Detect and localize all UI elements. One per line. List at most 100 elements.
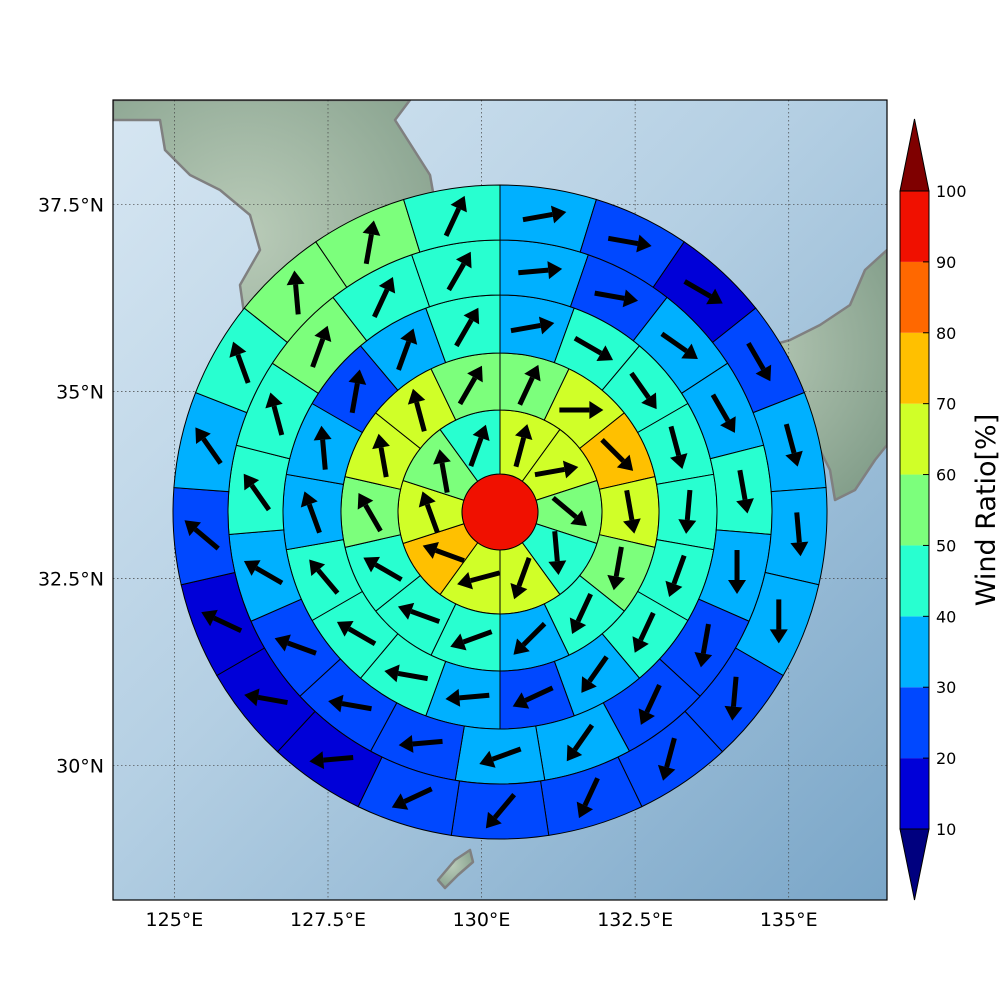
wind-arrow	[783, 423, 803, 467]
wind-arrow	[736, 469, 754, 514]
colorbar-over-extension	[899, 118, 930, 192]
map-panel: 125°E 127.5°E 130°E 132.5°E 135°E 37.5°N 35°N 3…	[38, 99, 888, 931]
wind-arrow	[397, 602, 441, 624]
wind-arrow	[512, 685, 554, 709]
colorbar-segment	[900, 616, 929, 688]
wind-arrows	[184, 195, 809, 829]
colorbar-segment	[900, 332, 929, 404]
wind-arrow	[229, 341, 251, 384]
wind-arrow	[513, 621, 547, 655]
wind-arrow	[534, 460, 579, 479]
wind-arrow	[418, 491, 440, 534]
wind-arrow	[510, 557, 532, 600]
wind-arrow	[313, 425, 332, 470]
colorbar-tick-label: 30	[936, 678, 956, 697]
wind-arrow	[551, 495, 587, 527]
wind-arrow	[479, 746, 522, 768]
colorbar-tick-label: 60	[936, 466, 956, 485]
wind-arrow	[569, 593, 593, 634]
lon-tick-label: 132.5°E	[597, 909, 673, 931]
colorbar-segment	[900, 191, 929, 262]
wind-arrow	[607, 546, 626, 591]
wind-arrow	[457, 365, 483, 406]
wind-arrow	[678, 489, 697, 534]
wind-arrow	[184, 520, 220, 551]
wind-arrow	[576, 777, 600, 819]
wind-arrow	[632, 611, 656, 653]
wind-arrow	[728, 550, 747, 595]
polar-sector-cell	[764, 487, 828, 586]
polar-sector-cell	[227, 444, 291, 536]
wind-arrow	[657, 737, 677, 781]
wind-arrow	[638, 683, 662, 725]
lon-tick-label: 130°E	[453, 909, 511, 931]
wind-arrow	[274, 634, 317, 656]
wind-arrow	[372, 277, 396, 318]
colorbar-tick-label: 40	[936, 607, 956, 626]
polar-grid	[172, 184, 828, 840]
wind-arrow	[594, 289, 639, 308]
wind-arrow	[623, 489, 641, 534]
wind-arrow	[710, 393, 736, 433]
colorbar-under-extension	[899, 828, 930, 901]
wind-arrow	[443, 195, 467, 237]
wind-arrow	[391, 786, 433, 810]
wind-arrow	[522, 205, 567, 224]
wind-arrow	[407, 388, 427, 432]
wind-arrow	[396, 328, 418, 371]
wind-arrow	[244, 688, 288, 707]
colorbar-tick-label: 70	[936, 395, 956, 414]
wind-arrow	[286, 270, 305, 315]
colorbar-label: Wind Ratio[%]	[971, 414, 1000, 606]
lat-tick-label: 35°N	[56, 382, 104, 404]
wind-arrow	[724, 676, 743, 721]
wind-arrow	[384, 664, 429, 683]
wind-arrow	[607, 234, 652, 253]
wind-arrow	[548, 531, 567, 576]
wind-arrow	[454, 307, 480, 348]
wind-arrow	[243, 473, 272, 512]
ryukyu-island-land	[436, 848, 475, 890]
wind-arrow	[665, 554, 687, 597]
wind-arrow	[201, 609, 243, 633]
wind-arrow	[243, 560, 284, 586]
lat-tick-label: 30°N	[56, 755, 104, 777]
colorbar-tick-label: 100	[936, 182, 967, 201]
wind-arrow	[746, 341, 772, 382]
lon-tick-label: 135°E	[760, 909, 818, 931]
wind-arrow	[433, 449, 451, 493]
wind-arrow	[445, 688, 490, 707]
colorbar-segment	[900, 758, 929, 829]
wind-arrow	[336, 621, 377, 647]
colorbar-segment	[900, 687, 929, 759]
wind-arrow	[518, 261, 563, 280]
wind-arrow	[468, 424, 490, 467]
wind-arrow	[309, 559, 340, 595]
wind-arrow	[310, 325, 332, 368]
wind-arrow	[457, 570, 501, 590]
wind-arrow	[328, 694, 372, 713]
wind-arrow	[265, 392, 285, 436]
axis-ticks: 125°E 127.5°E 130°E 132.5°E 135°E 37.5°N 35°N 3…	[38, 195, 818, 931]
wind-arrow	[769, 599, 788, 644]
lon-tick-label: 127.5°E	[290, 909, 366, 931]
wind-arrow	[446, 251, 472, 292]
colorbar-tick-label: 20	[936, 749, 956, 768]
wind-arrow	[195, 427, 223, 465]
wind-arrow	[372, 433, 390, 478]
wind-arrow	[573, 336, 614, 361]
colorbar-tick-label: 90	[936, 253, 956, 272]
colorbar-segment	[900, 403, 929, 475]
wind-arrow	[629, 371, 657, 410]
wind-arrow	[363, 556, 403, 582]
wind-arrow	[600, 438, 634, 471]
wind-arrow	[660, 331, 698, 360]
lon-tick-label: 125°E	[146, 909, 204, 931]
colorbar-tick-label: 80	[936, 324, 956, 343]
wind-arrow	[566, 723, 595, 762]
wind-arrow	[362, 220, 381, 265]
wind-arrow	[559, 400, 604, 419]
wind-arrow	[513, 424, 533, 468]
wind-arrow	[668, 425, 688, 469]
lat-tick-label: 32.5°N	[38, 569, 104, 591]
